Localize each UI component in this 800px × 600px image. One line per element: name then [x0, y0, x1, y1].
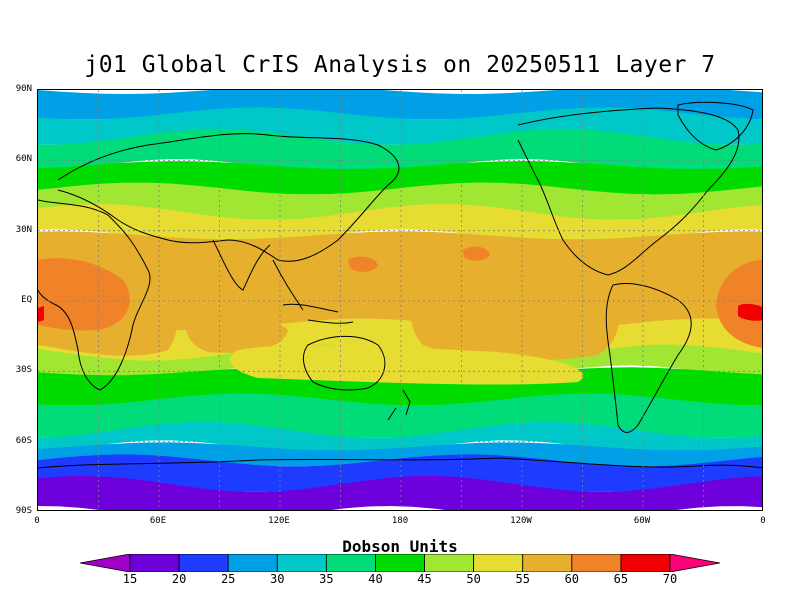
- contour-band-11: [38, 422, 762, 457]
- lat-label-30n: 30N: [15, 225, 32, 235]
- map-title: j01 Global CrIS Analysis on 20250511 Lay…: [84, 52, 716, 78]
- contour-band-3: [38, 161, 762, 195]
- colorbar-tick-label: 60: [564, 572, 580, 586]
- coastline-south-america: [605, 282, 692, 433]
- contour-65-africa: [38, 258, 130, 331]
- contour-70-east-atlantic: [738, 303, 762, 321]
- contour-65-spot-c: [68, 262, 88, 275]
- coastline-africa: [38, 199, 151, 391]
- contour-band-4: [38, 182, 762, 220]
- contour-band-1: [38, 107, 762, 145]
- coastline-australia: [302, 335, 386, 391]
- graticule: [38, 90, 762, 510]
- lat-label-60n: 60N: [15, 154, 32, 164]
- colorbar-cell: [227, 554, 278, 572]
- coastline-north-america: [517, 107, 740, 276]
- colorbar-tick-label: 25: [220, 572, 236, 586]
- legend-title: Dobson Units: [342, 537, 458, 556]
- colorbar-cell: [276, 554, 327, 572]
- colorbar: [80, 554, 720, 572]
- lon-label-0-left: 0: [34, 516, 40, 526]
- colorbar-cell: [325, 554, 376, 572]
- colorbar-cell: [375, 554, 425, 572]
- colorbar-tick-label: 50: [466, 572, 481, 586]
- lon-label-120e: 120E: [268, 516, 290, 526]
- colorbar-cell: [178, 554, 229, 572]
- colorbar-tick-label: 45: [417, 572, 432, 586]
- contour-band-2: [38, 128, 762, 175]
- colorbar-tick-label: 65: [613, 572, 629, 586]
- contour-70-africa: [38, 306, 44, 322]
- colorbar-tick-label: 30: [270, 572, 285, 586]
- lon-label-60w: 60W: [633, 516, 651, 526]
- contour-65-spot-b: [463, 246, 490, 261]
- lat-label-90s: 90S: [15, 506, 32, 516]
- colorbar-high-extension: [669, 554, 720, 572]
- colorbar-tick-label: 20: [171, 572, 187, 586]
- colorbar-cell: [522, 554, 573, 572]
- colorbar-cell: [473, 554, 524, 572]
- colorbar-low-extension: [80, 554, 131, 572]
- contour-60-pacific: [411, 280, 619, 361]
- lat-label-60s: 60S: [15, 436, 32, 446]
- map-plot-area: [37, 89, 763, 511]
- lon-label-60e: 60E: [149, 516, 167, 526]
- contour-65-spot-a: [348, 256, 378, 272]
- map-canvas: [38, 90, 762, 510]
- colorbar-cell: [571, 554, 622, 572]
- coastline-antarctica: [38, 457, 762, 469]
- lat-label-eq: EQ: [21, 295, 32, 305]
- colorbar-cell: [424, 554, 475, 572]
- contour-features: [38, 235, 762, 385]
- lon-label-180: 180: [391, 516, 409, 526]
- colorbar-cell: [129, 554, 180, 572]
- lat-label-90n: 90N: [15, 84, 32, 94]
- contour-band-14: [38, 475, 762, 510]
- coastline-se-asia: [272, 259, 354, 324]
- coastline-greenland: [677, 101, 754, 151]
- contour-55-tropics-south: [229, 345, 584, 385]
- contour-band-12: [38, 442, 762, 467]
- lon-label-120w: 120W: [510, 516, 532, 526]
- colorbar-tick-label: 55: [515, 572, 530, 586]
- colorbar-tick-label: 15: [122, 572, 138, 586]
- lat-label-30s: 30S: [15, 365, 32, 375]
- coastline-new-zealand: [387, 389, 411, 421]
- lon-label-0-right: 0: [760, 516, 766, 526]
- colorbar-tick-label: 40: [368, 572, 383, 586]
- coastline-eurasia: [57, 133, 400, 262]
- colorbar-tick-label: 70: [662, 572, 678, 586]
- contour-band-5: [38, 204, 762, 246]
- colorbar-cell: [620, 554, 671, 572]
- coastlines: [38, 101, 762, 469]
- contour-65-east-atlantic: [716, 260, 762, 348]
- colorbar-tick-label: 35: [319, 572, 334, 586]
- contour-60-indian: [186, 314, 288, 353]
- coastline-india: [212, 239, 271, 291]
